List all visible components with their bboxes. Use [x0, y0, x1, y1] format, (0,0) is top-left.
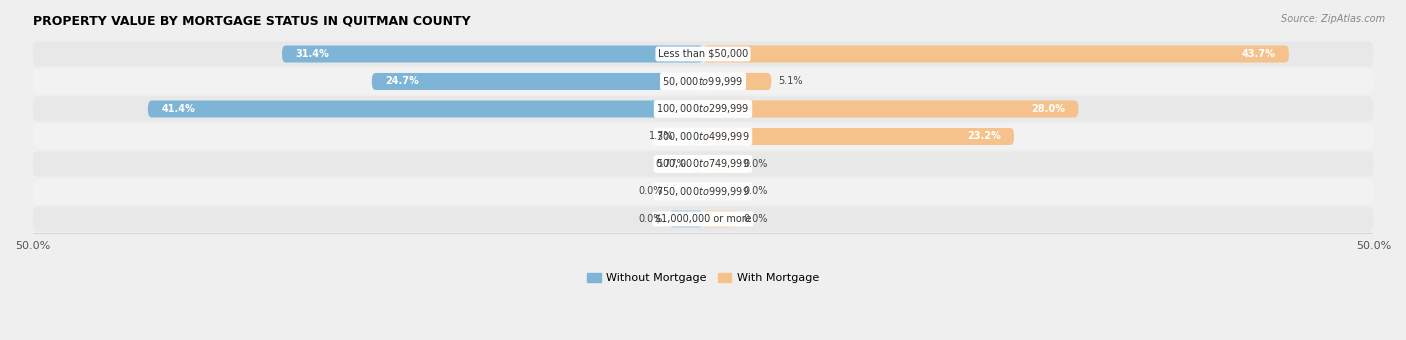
- Text: 23.2%: 23.2%: [967, 132, 1001, 141]
- FancyBboxPatch shape: [283, 46, 703, 63]
- FancyBboxPatch shape: [148, 100, 703, 118]
- FancyBboxPatch shape: [32, 151, 1374, 176]
- Text: $300,000 to $499,999: $300,000 to $499,999: [657, 130, 749, 143]
- FancyBboxPatch shape: [669, 183, 703, 200]
- FancyBboxPatch shape: [32, 179, 1374, 204]
- Text: 0.0%: 0.0%: [744, 159, 768, 169]
- Text: 28.0%: 28.0%: [1031, 104, 1064, 114]
- Text: 43.7%: 43.7%: [1241, 49, 1275, 59]
- FancyBboxPatch shape: [703, 46, 1289, 63]
- FancyBboxPatch shape: [703, 210, 737, 227]
- FancyBboxPatch shape: [32, 124, 1374, 149]
- FancyBboxPatch shape: [669, 210, 703, 227]
- FancyBboxPatch shape: [32, 96, 1374, 122]
- FancyBboxPatch shape: [32, 206, 1374, 232]
- FancyBboxPatch shape: [703, 155, 737, 172]
- Text: 41.4%: 41.4%: [162, 104, 195, 114]
- Text: 31.4%: 31.4%: [295, 49, 329, 59]
- Text: 24.7%: 24.7%: [385, 76, 419, 86]
- Text: 0.0%: 0.0%: [638, 214, 662, 224]
- Text: 0.0%: 0.0%: [638, 186, 662, 197]
- Text: PROPERTY VALUE BY MORTGAGE STATUS IN QUITMAN COUNTY: PROPERTY VALUE BY MORTGAGE STATUS IN QUI…: [32, 15, 470, 28]
- Text: $100,000 to $299,999: $100,000 to $299,999: [657, 102, 749, 116]
- Text: 0.0%: 0.0%: [744, 214, 768, 224]
- FancyBboxPatch shape: [32, 41, 1374, 67]
- Text: 5.1%: 5.1%: [778, 76, 803, 86]
- Text: Less than $50,000: Less than $50,000: [658, 49, 748, 59]
- FancyBboxPatch shape: [371, 73, 703, 90]
- Text: 1.7%: 1.7%: [650, 132, 673, 141]
- Text: $1,000,000 or more: $1,000,000 or more: [655, 214, 751, 224]
- FancyBboxPatch shape: [681, 128, 703, 145]
- FancyBboxPatch shape: [703, 183, 737, 200]
- Text: Source: ZipAtlas.com: Source: ZipAtlas.com: [1281, 14, 1385, 23]
- Legend: Without Mortgage, With Mortgage: Without Mortgage, With Mortgage: [582, 268, 824, 288]
- Text: $50,000 to $99,999: $50,000 to $99,999: [662, 75, 744, 88]
- Text: 0.0%: 0.0%: [744, 186, 768, 197]
- FancyBboxPatch shape: [32, 69, 1374, 94]
- FancyBboxPatch shape: [703, 100, 1078, 118]
- FancyBboxPatch shape: [703, 128, 1014, 145]
- Text: 0.77%: 0.77%: [655, 159, 686, 169]
- Text: $750,000 to $999,999: $750,000 to $999,999: [657, 185, 749, 198]
- FancyBboxPatch shape: [703, 73, 772, 90]
- FancyBboxPatch shape: [693, 155, 703, 172]
- Text: $500,000 to $749,999: $500,000 to $749,999: [657, 157, 749, 170]
